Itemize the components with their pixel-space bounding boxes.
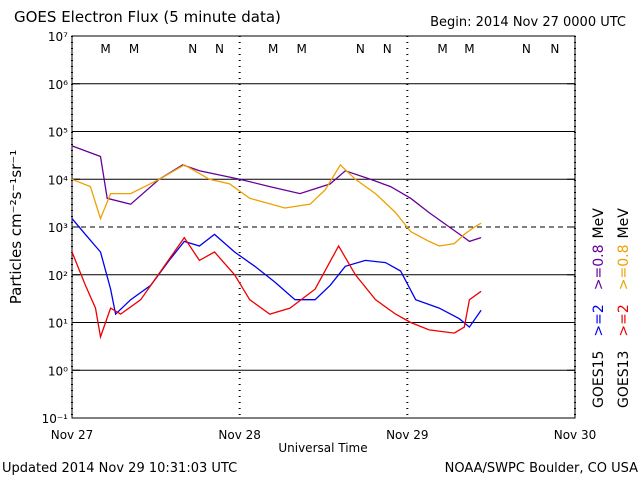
legend-unit: MeV [591,208,607,239]
legend-entry: >=0.8 [591,244,607,290]
x-tick-label: Nov 29 [386,428,429,442]
plot-frame [71,35,576,419]
marker-label: M [129,42,139,56]
marker-label: N [215,42,224,56]
legend-unit: MeV [616,208,632,239]
x-tick-label: Nov 30 [554,428,597,442]
marker-label: N [383,42,392,56]
x-tick-label: Nov 28 [218,428,261,442]
y-tick-label: 10¹ [48,317,68,331]
legend-entry: >=2 [616,304,632,336]
y-tick-label: 10⁰ [48,364,68,378]
footer-right: NOAA/SWPC Boulder, CO USA [445,461,638,476]
marker-label: M [437,42,447,56]
chart-subtitle: Begin: 2014 Nov 27 0000 UTC [430,15,626,30]
marker-label: M [268,42,278,56]
series-line [71,163,482,247]
marker-label: M [100,42,110,56]
legend-satellite: GOES15 [591,351,607,408]
legend-satellite: GOES13 [616,351,632,408]
y-tick-label: 10⁻¹ [42,412,69,426]
legend-entry: >=0.8 [616,244,632,290]
y-tick-label: 10⁵ [48,126,68,140]
y-tick-label: 10⁷ [48,30,68,44]
series-line [71,145,482,243]
legend-entry: >=2 [591,304,607,336]
legend: GOES15 >=2 >=0.8 MeV [591,208,607,408]
y-tick-label: 10⁶ [48,78,68,92]
marker-label: N [522,42,531,56]
series-line [71,236,482,340]
marker-label: M [297,42,307,56]
y-axis-label: Particles cm⁻²s⁻¹sr⁻¹ [7,150,25,304]
y-tick-label: 10⁴ [48,173,68,187]
marker-label: N [188,42,197,56]
marker-label: N [550,42,559,56]
series-line [71,218,482,329]
marker-label: M [464,42,474,56]
x-tick-label: Nov 27 [51,428,94,442]
chart-title: GOES Electron Flux (5 minute data) [14,8,281,26]
y-tick-label: 10² [48,269,68,283]
x-axis-label: Universal Time [278,441,367,455]
legend: GOES13 >=2 >=0.8 MeV [616,208,632,408]
y-tick-label: 10³ [48,221,68,235]
footer-left: Updated 2014 Nov 29 10:31:03 UTC [2,461,237,476]
marker-label: N [356,42,365,56]
